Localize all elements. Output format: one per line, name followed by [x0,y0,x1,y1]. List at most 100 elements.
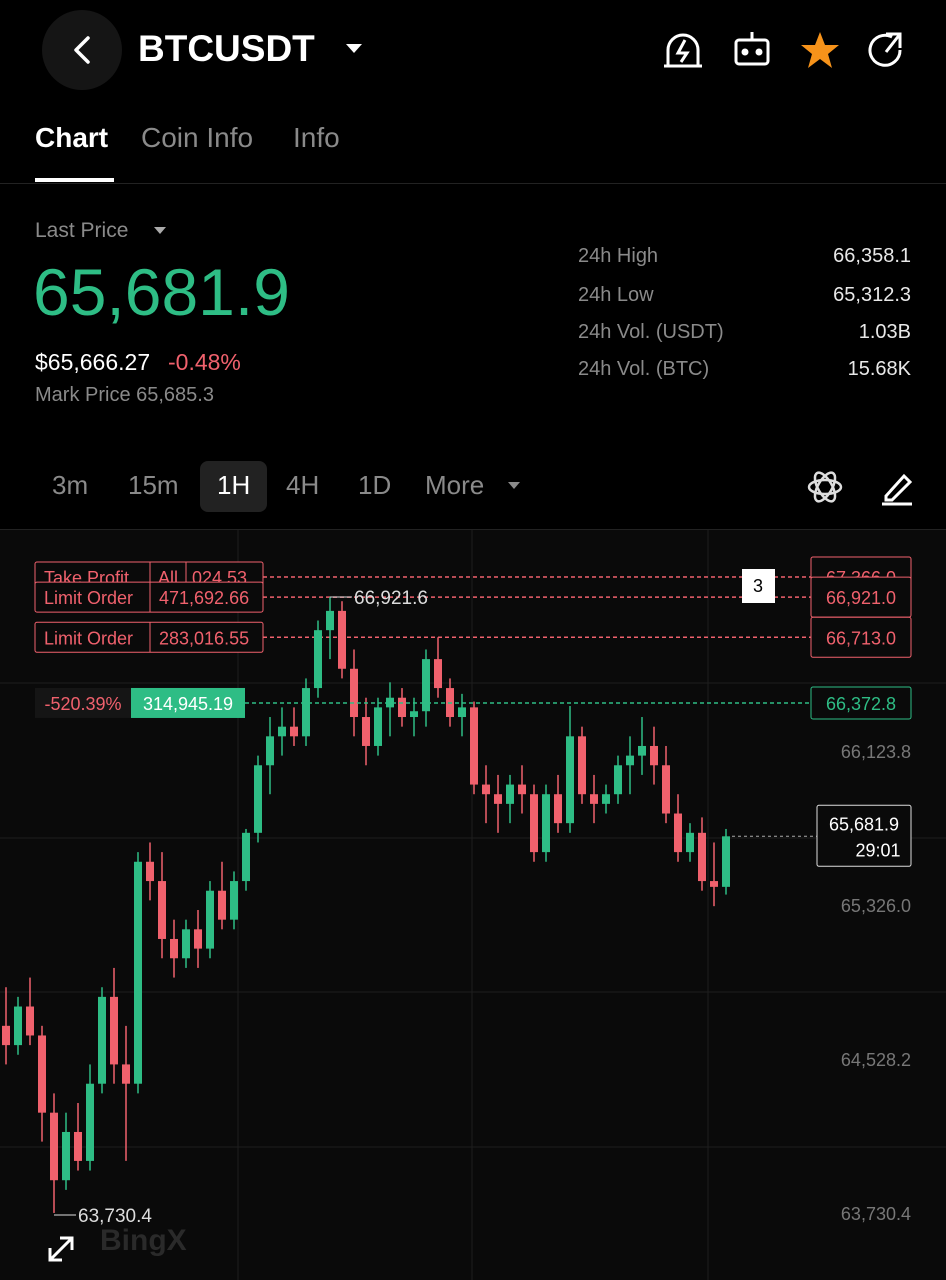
grid [0,530,946,1280]
watermark: BingX [100,1224,187,1257]
divider [0,183,946,184]
timeframe-more[interactable]: More [425,470,485,500]
candle-body [314,630,322,689]
usd-price: $65,666.27 [35,349,151,375]
timeframe[interactable]: 1D [358,470,392,500]
candle-body [482,784,490,795]
candle-body [350,668,358,718]
symbol-caret[interactable] [344,42,364,56]
candle-body [26,1006,34,1036]
price-label[interactable]: Last Price [35,219,129,242]
tab[interactable]: Info [293,122,340,153]
back-button[interactable] [42,10,122,90]
candle-body [278,726,286,737]
expand-icon[interactable] [48,1236,74,1262]
timeframe[interactable]: 4H [286,470,320,500]
candle-body [242,832,250,882]
candle-body [110,996,118,1065]
stat-value: 1.03B [858,321,911,343]
candle-body [638,745,646,756]
candle-body [422,659,430,712]
countdown: 29:01 [855,840,900,860]
stat-label: 24h Low [578,284,654,306]
order-price: 66,921.0 [826,588,896,608]
candle-body [50,1112,58,1181]
y-tick-label: 65,326.0 [841,896,911,916]
stat-value: 66,358.1 [833,245,911,267]
candle-body [494,794,502,804]
tab[interactable]: Coin Info [141,122,254,153]
order-amount: 283,016.55 [159,628,249,648]
candle-body [614,765,622,795]
order-box [34,581,264,613]
candle-body [518,784,526,795]
indicator-icon[interactable] [807,470,843,505]
more-caret [508,482,520,489]
candle-body [674,813,682,853]
candle-body [134,861,142,1084]
order-box [34,621,264,653]
candle-body [470,707,478,785]
timeframe[interactable]: 15m [128,470,179,500]
chart-tools [807,470,913,506]
y-tick-label: 66,123.8 [841,742,911,762]
alert-icon[interactable] [664,33,702,68]
symbol[interactable]: BTCUSDT [138,28,315,69]
candle-body [662,765,670,814]
candle-body [182,929,190,959]
candle-body [698,832,706,882]
candle-body [434,659,442,689]
candle-body [122,1064,130,1084]
candle-body [2,1025,10,1046]
candle-body [410,711,418,718]
candle-body [710,881,718,887]
mark-price: Mark Price 65,685.3 [35,384,214,406]
chart: BingX 63,730.464,528.265,326.066,123.8Ta… [0,530,946,1280]
candle-body [542,794,550,853]
candle-body [602,794,610,804]
candle-body [194,929,202,949]
candle-body [254,765,262,833]
stat-value: 65,312.3 [833,284,911,306]
candle-body [590,794,598,804]
candle-body [326,610,334,631]
y-tick-label: 63,730.4 [841,1204,911,1224]
order-count: 3 [753,576,763,596]
candle-body [62,1131,70,1181]
header-icons [664,32,902,68]
candle-body [722,836,730,887]
candle-body [578,736,586,795]
divider [0,529,946,530]
candle-body [170,938,178,959]
candle-body [686,832,694,853]
candle-body [626,755,634,766]
size-box [131,687,245,718]
candle-body [302,688,310,737]
candle-body [530,794,538,853]
order-price: 66,713.0 [826,628,896,648]
last-price-label: 65,681.9 [829,814,899,834]
timeframe-selected-bg [200,461,267,512]
stat-label: 24h High [578,245,659,267]
position-price-box [810,686,912,720]
order-amount: 471,692.66 [159,588,249,608]
timeframe-active[interactable]: 1H [217,470,251,500]
favorite-icon[interactable] [801,32,839,68]
candle-body [38,1035,46,1113]
position-price: 66,372.8 [826,694,896,714]
back-icon [74,36,90,64]
candle-body [86,1083,94,1161]
last-price: 65,681.9 [33,255,290,329]
tab-underline [35,178,114,182]
share-icon[interactable] [868,32,902,67]
candle-body [158,881,166,939]
bot-icon[interactable] [734,32,770,66]
tab-active[interactable]: Chart [35,122,109,153]
candle-body [338,610,346,669]
last-price-box [816,804,912,867]
draw-icon[interactable] [882,473,913,506]
timeframe[interactable]: 3m [52,470,89,500]
candle-body [146,861,154,882]
candle-body [362,717,370,746]
